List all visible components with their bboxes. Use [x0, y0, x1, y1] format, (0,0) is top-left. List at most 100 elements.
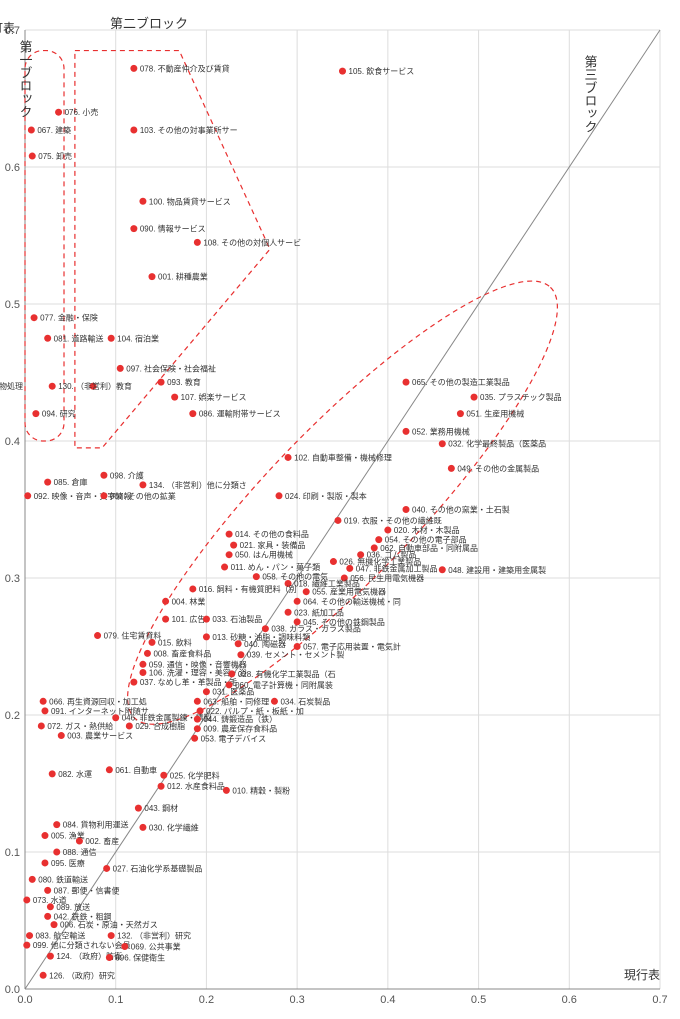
point-label: 082. 水運 — [58, 769, 92, 779]
xlabel: 現行表 — [624, 968, 660, 982]
point — [471, 394, 478, 401]
diagonal-line — [25, 30, 660, 989]
point — [108, 335, 115, 342]
point-label: 012. 水産食料品 — [167, 781, 225, 791]
point — [457, 410, 464, 417]
point — [203, 616, 210, 623]
point — [203, 688, 210, 695]
xtick: 0.5 — [471, 994, 486, 1006]
ytick: 0.5 — [5, 299, 20, 311]
point — [23, 896, 30, 903]
point — [117, 365, 124, 372]
point-label: 015. 飲料 — [158, 637, 192, 647]
point-label: 088. 通信 — [63, 847, 97, 857]
point — [58, 732, 65, 739]
point — [285, 609, 292, 616]
point — [235, 640, 242, 647]
point-label: 033. 石油製品 — [212, 614, 262, 624]
point — [41, 707, 48, 714]
point — [253, 573, 260, 580]
point-label: 108. その他の対個人サービ — [203, 237, 301, 247]
point-label: 132. （非営利）研究 — [117, 931, 191, 941]
point — [271, 698, 278, 705]
point — [41, 832, 48, 839]
point-label: 095. 医療 — [51, 858, 85, 868]
point-label: 063. 船舶・同修理 — [203, 696, 269, 706]
point-label: 048. 建設用・建築用金属製 — [448, 565, 546, 575]
point — [130, 65, 137, 72]
point — [53, 849, 60, 856]
point-label: 107. 娯楽サービス — [181, 392, 247, 402]
point — [31, 314, 38, 321]
point-label: 030. 化学繊維 — [149, 822, 199, 832]
point-label: 029. 合成樹脂 — [135, 721, 185, 731]
point — [194, 239, 201, 246]
xtick: 0.7 — [652, 994, 667, 1006]
point-label: 021. 家具・装備品 — [240, 540, 306, 550]
point — [203, 633, 210, 640]
point-label: 014. その他の食料品 — [235, 529, 309, 539]
point — [403, 506, 410, 513]
point-label: 043. 鋼材 — [144, 803, 178, 813]
point — [23, 942, 30, 949]
ytick: 0.1 — [5, 847, 20, 859]
point — [330, 558, 337, 565]
point — [51, 921, 58, 928]
point-label: 040. 陶磁器 — [244, 639, 286, 649]
point — [38, 722, 45, 729]
point — [44, 335, 51, 342]
ytick: 0.6 — [5, 162, 20, 174]
point — [28, 127, 35, 134]
xtick: 0.6 — [562, 994, 577, 1006]
point — [55, 109, 62, 116]
point-label: 024. 印刷・製版・製本 — [285, 491, 367, 501]
block-label-0: 第一ブロック — [18, 40, 33, 118]
point — [149, 639, 156, 646]
point-label: 100. 物品賃貸サービス — [149, 196, 231, 206]
point — [191, 735, 198, 742]
point-label: 093. 教育 — [167, 377, 201, 387]
point-label: 080. 鉄道輸送 — [38, 874, 88, 884]
point — [189, 410, 196, 417]
point-label: 023. 紙加工品 — [294, 607, 344, 617]
point-label: 103. その他の対事業所サー — [140, 125, 238, 135]
point — [100, 492, 107, 499]
point — [40, 972, 47, 979]
point — [135, 805, 142, 812]
point — [103, 865, 110, 872]
point — [194, 698, 201, 705]
point — [44, 913, 51, 920]
point-label: 006. 石炭・原油・天然ガス — [60, 920, 158, 930]
point — [108, 932, 115, 939]
point-label: 075. 卸売 — [38, 151, 72, 161]
point-label: 028. 有機化学工業製品（石 — [238, 669, 336, 679]
point-label: 003. 農業サービス — [67, 731, 133, 741]
point-label: 081. 道路輸送 — [54, 333, 104, 343]
ytick: 0.3 — [5, 573, 20, 585]
point — [47, 953, 54, 960]
point — [189, 585, 196, 592]
point-label: 009. 農産保存食料品 — [203, 724, 277, 734]
point — [106, 954, 113, 961]
point — [139, 481, 146, 488]
point — [24, 492, 31, 499]
point — [130, 225, 137, 232]
point-label: 126. （政府）研究 — [49, 970, 115, 980]
point-label: 094. 研究 — [42, 409, 76, 419]
point — [194, 725, 201, 732]
point-label: 084. 貨物利用運送 — [63, 820, 129, 830]
point-label: 027. 石油化学系基礎製品 — [113, 863, 203, 873]
point — [112, 714, 119, 721]
point-label: 056. 民生用電気機器 — [350, 573, 424, 583]
point — [32, 410, 39, 417]
point — [144, 650, 151, 657]
point-label: 089. 放送 — [56, 902, 90, 912]
point — [44, 479, 51, 486]
point-label: 061. 自動車 — [115, 765, 157, 775]
point-label: 064. その他の輸送機械・同 — [303, 596, 401, 606]
point — [53, 821, 60, 828]
point-label: 098. 介護 — [110, 470, 144, 480]
point — [139, 661, 146, 668]
point — [403, 379, 410, 386]
point — [223, 787, 230, 794]
